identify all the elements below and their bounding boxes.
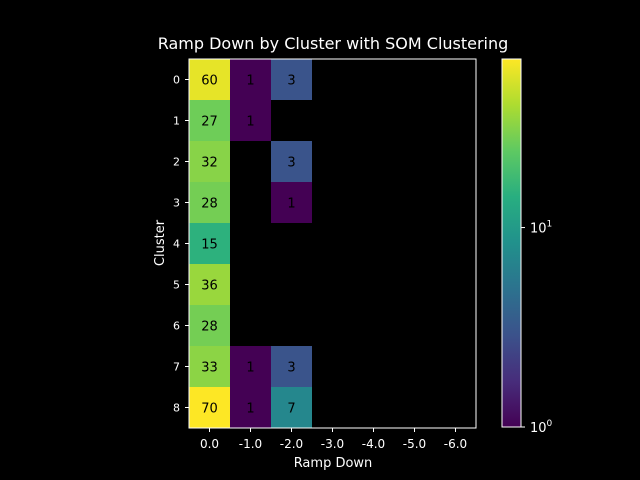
cell-value-label: 28 xyxy=(201,320,218,335)
x-axis-ticks: 0.0 -1.0 -2.0 -3.0 -4.0 -5.0 -6.0 xyxy=(200,428,467,451)
y-tick-label: 4 xyxy=(173,238,180,251)
y-axis-label: Cluster xyxy=(153,219,168,266)
cell-value-label: 7 xyxy=(287,402,295,417)
heatmap-cell-r7-c0 xyxy=(189,346,230,387)
y-tick-label: 2 xyxy=(173,156,180,169)
heatmap-cell-r7-c1 xyxy=(230,346,271,387)
heatmap-cell-r2-c0 xyxy=(189,141,230,182)
cell-value-label: 70 xyxy=(201,402,218,417)
heatmap-cell-r0-c1 xyxy=(230,59,271,100)
cell-value-label: 32 xyxy=(201,156,218,171)
colorbar-ticks: 100 101 xyxy=(521,220,553,436)
cell-value-label: 1 xyxy=(287,197,295,212)
y-tick-label: 5 xyxy=(173,279,180,292)
cell-value-label: 33 xyxy=(201,361,218,376)
cell-value-label: 3 xyxy=(287,361,295,376)
colorbar-tick-label: 101 xyxy=(530,220,552,237)
y-tick-label: 3 xyxy=(173,197,180,210)
y-tick-label: 6 xyxy=(173,320,180,333)
cell-value-label: 1 xyxy=(246,115,254,130)
heatmap-cell-r6-c0 xyxy=(189,305,230,346)
cell-value-label: 1 xyxy=(246,402,254,417)
cell-value-label: 1 xyxy=(246,361,254,376)
heatmap-cell-r8-c2 xyxy=(271,387,312,428)
x-tick-label: -5.0 xyxy=(403,437,426,451)
cell-value-label: 28 xyxy=(201,197,218,212)
heatmap-cell-r5-c0 xyxy=(189,264,230,305)
heatmap-cell-r4-c0 xyxy=(189,223,230,264)
y-tick-label: 7 xyxy=(173,361,180,374)
y-tick-label: 0 xyxy=(173,74,180,87)
y-tick-label: 1 xyxy=(173,115,180,128)
y-axis-ticks: 0 1 2 3 4 5 6 7 8 xyxy=(173,74,189,415)
colorbar-tick-label: 100 xyxy=(530,419,553,436)
cell-value-label: 36 xyxy=(201,279,218,294)
x-tick-label: -2.0 xyxy=(280,437,303,451)
chart-title: Ramp Down by Cluster with SOM Clustering xyxy=(158,34,509,53)
cell-value-label: 1 xyxy=(246,74,254,89)
cell-value-label: 27 xyxy=(201,115,218,130)
heatmap-cell-r7-c2 xyxy=(271,346,312,387)
cell-value-label: 15 xyxy=(201,238,218,253)
x-tick-label: -6.0 xyxy=(444,437,467,451)
colorbar xyxy=(501,58,522,428)
cell-value-label: 3 xyxy=(287,74,295,89)
heatmap-cell-r8-c0 xyxy=(189,387,230,428)
x-axis-label: Ramp Down xyxy=(294,456,373,471)
heatmap-cell-r0-c2 xyxy=(271,59,312,100)
x-tick-label: -3.0 xyxy=(321,437,344,451)
x-tick-label: 0.0 xyxy=(200,437,219,451)
heatmap-cell-r3-c0 xyxy=(189,182,230,223)
x-tick-label: -1.0 xyxy=(239,437,262,451)
cell-value-label: 60 xyxy=(201,74,218,89)
heatmap-cell-r2-c2 xyxy=(271,141,312,182)
heatmap-cell-r0-c0 xyxy=(189,59,230,100)
cell-value-label: 3 xyxy=(287,156,295,171)
heatmap-cells: 60 1 3 27 1 32 3 28 1 15 36 28 33 1 3 70 1 7 xyxy=(189,59,312,428)
y-tick-label: 8 xyxy=(173,402,180,415)
heatmap-cell-r1-c1 xyxy=(230,100,271,141)
x-tick-label: -4.0 xyxy=(362,437,385,451)
heatmap-cell-r3-c2 xyxy=(271,182,312,223)
heatmap-cell-r8-c1 xyxy=(230,387,271,428)
heatmap-cell-r1-c0 xyxy=(189,100,230,141)
